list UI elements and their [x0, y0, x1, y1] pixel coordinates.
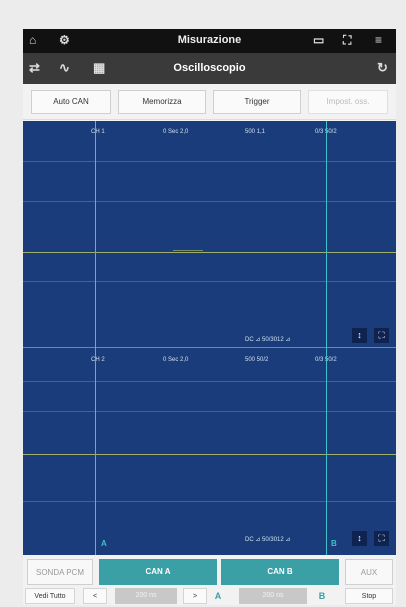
can-b-button[interactable]: CAN B	[221, 559, 339, 585]
marker-b-label[interactable]: B	[318, 591, 326, 601]
home-icon[interactable]: ⌂	[29, 33, 37, 47]
trigger-button[interactable]: Trigger	[213, 90, 301, 114]
window-icon[interactable]: ▭	[313, 33, 325, 47]
next-button[interactable]: >	[183, 588, 207, 604]
channel-b-coupling[interactable]: DC ⊿ 50/3012 ⊿	[245, 537, 291, 543]
channel-a-scale-icon[interactable]: ↕	[352, 328, 367, 343]
stop-button[interactable]: Stop	[345, 588, 393, 604]
grid-line	[23, 381, 396, 382]
measure-icon[interactable]: ⇄	[29, 60, 40, 75]
toolbar: ⇄ ∿ ▦ Oscilloscopio ↻	[23, 53, 396, 84]
channel-bar: SONDA PCM CAN A CAN B AUX	[23, 555, 396, 587]
nav-bar: Vedi Tutto < 200 ns > A 200 ns B Stop	[23, 587, 396, 605]
channel-a-coupling[interactable]: DC ⊿ 50/3012 ⊿	[245, 337, 291, 343]
cursor-a-line[interactable]	[95, 121, 96, 555]
channel-a-readout-4: 0/3 50/2	[315, 129, 337, 135]
channel-a-readout-1: CH 1	[91, 129, 105, 135]
vedi-tutto-button[interactable]: Vedi Tutto	[25, 588, 75, 604]
channel-b-readout-1: CH 2	[91, 357, 105, 363]
channel-b-fullscreen-icon[interactable]: ⛶	[374, 531, 389, 546]
grid-line	[23, 411, 396, 412]
pane-divider	[23, 347, 396, 348]
channel-b-readout-2: 0 Sec 2,0	[163, 357, 189, 363]
time-a-field[interactable]: 200 ns	[115, 588, 177, 604]
toolbar-title: Oscilloscopio	[173, 62, 246, 74]
grid-line	[23, 161, 396, 162]
auto-can-button[interactable]: Auto CAN	[31, 90, 111, 114]
app-frame: ⌂ ⚙ Misurazione ▭ ⛶ ≡ ⇄ ∿ ▦ Oscilloscopi…	[23, 29, 396, 605]
cursor-a-marker[interactable]: A	[101, 539, 107, 548]
chart-icon[interactable]: ▦	[93, 60, 106, 75]
memorizza-button[interactable]: Memorizza	[118, 90, 206, 114]
status-title: Misurazione	[177, 34, 242, 46]
time-b-field[interactable]: 200 ns	[239, 588, 307, 604]
channel-a-fullscreen-icon[interactable]: ⛶	[374, 328, 389, 343]
channel-b-readout-4: 0/3 50/2	[315, 357, 337, 363]
settings-icon[interactable]: ⚙	[59, 33, 70, 47]
channel-a-trace	[23, 252, 396, 253]
cursor-b-marker[interactable]: B	[331, 539, 337, 548]
cursor-b-line[interactable]	[326, 121, 327, 555]
expand-icon[interactable]: ⛶	[343, 33, 352, 47]
channel-b-readout-3: 500 50/2	[245, 357, 269, 363]
refresh-icon[interactable]: ↻	[377, 60, 388, 75]
oscilloscope-display[interactable]: CH 1 0 Sec 2,0 500 1,1 0/3 50/2 DC ⊿ 50/…	[23, 121, 396, 555]
sonda-button[interactable]: SONDA PCM	[27, 559, 93, 585]
menu-icon[interactable]: ≡	[375, 33, 383, 47]
aux-button[interactable]: AUX	[345, 559, 393, 585]
channel-b-trace	[23, 454, 396, 455]
wave-icon[interactable]: ∿	[59, 60, 70, 75]
grid-line	[23, 501, 396, 502]
grid-line	[23, 201, 396, 202]
marker-a-label[interactable]: A	[214, 591, 222, 601]
grid-line	[23, 281, 396, 282]
channel-b-scale-icon[interactable]: ↕	[352, 531, 367, 546]
prev-button[interactable]: <	[83, 588, 107, 604]
status-bar: ⌂ ⚙ Misurazione ▭ ⛶ ≡	[23, 29, 396, 53]
can-a-button[interactable]: CAN A	[99, 559, 217, 585]
settings-button-disabled: Impost. oss.	[308, 90, 388, 114]
channel-a-readout-3: 500 1,1	[245, 129, 266, 135]
channel-a-trace-noise	[173, 250, 203, 251]
menu-bar: Auto CAN Memorizza Trigger Impost. oss.	[23, 84, 396, 120]
channel-a-readout-2: 0 Sec 2,0	[163, 129, 189, 135]
